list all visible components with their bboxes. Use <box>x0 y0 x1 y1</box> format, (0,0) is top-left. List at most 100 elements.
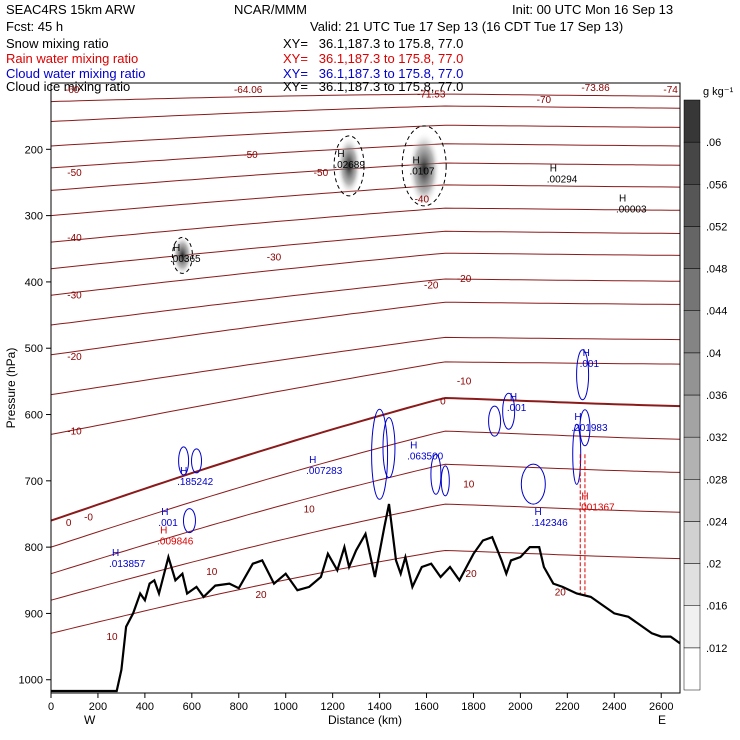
west-label: W <box>84 713 96 727</box>
maximum-marker: H <box>112 548 119 559</box>
y-tick-label: 700 <box>25 476 43 488</box>
temperature-labels: -74 -73.86 -71.53 -64.06 -70 -60 -50 -50 -50 -40 -… <box>65 83 678 643</box>
isotherm <box>50 278 680 326</box>
snow-blob <box>172 235 193 276</box>
colorbar-cell <box>683 352 701 396</box>
isotherm <box>50 336 681 396</box>
snow-shading <box>172 131 441 276</box>
isotherm-label: -40 <box>67 233 82 244</box>
cloud-water-contour <box>579 409 591 447</box>
maximum-marker: H <box>337 149 344 160</box>
org-label: NCAR/MMM <box>234 2 307 17</box>
model-title: SEAC4RS 15km ARW <box>6 2 136 17</box>
y-axis-title: Pressure (hPa) <box>4 348 18 429</box>
maximum-marker: H <box>534 507 541 518</box>
isotherm <box>50 207 681 243</box>
ice-contour <box>171 236 193 274</box>
isotherm-label: 20 <box>555 588 567 599</box>
isotherm-label: 10 <box>463 479 475 490</box>
maximum-label: .001 <box>507 403 527 414</box>
maximum-marker: H <box>160 525 167 536</box>
x-tick-label: 2000 <box>508 701 532 713</box>
cloud-water-contour <box>178 446 190 476</box>
rain-contours <box>579 454 586 595</box>
x-tick-label: 0 <box>48 701 54 713</box>
colorbar-tick-label: .048 <box>706 264 727 276</box>
cloud-water-contour <box>520 463 546 505</box>
colorbar-tick-label: .04 <box>706 348 721 360</box>
isotherm-label: -10 <box>67 426 82 437</box>
colorbar-cell <box>683 226 701 269</box>
colorbar-tick-label: .016 <box>706 601 727 613</box>
colorbar-cell <box>683 99 701 143</box>
temperature-isotherms <box>50 93 681 634</box>
y-tick-label: 300 <box>25 211 43 223</box>
x-tick-label: 1400 <box>367 701 391 713</box>
y-axis: 200 300 400 500 600 700 800 900 1000 <box>19 144 51 687</box>
maximum-label: .0107 <box>409 167 434 178</box>
colorbar-tick-label: .056 <box>706 179 727 191</box>
maximum-label: .007283 <box>306 466 343 477</box>
colorbar-cell <box>683 184 701 227</box>
x-tick-label: 1200 <box>320 701 344 713</box>
y-tick-label: 400 <box>25 277 43 289</box>
colorbar-unit: g kg⁻¹ <box>703 86 734 98</box>
colorbar-tick-label: .044 <box>706 306 727 318</box>
colorbar: .012 .016 .02 .024 .028 .032 .036 .04 .044 .048 .0… <box>683 99 727 691</box>
x-tick-label: 2600 <box>649 701 673 713</box>
isotherm <box>50 463 681 575</box>
snow-blob <box>408 131 441 208</box>
y-tick-label: 900 <box>25 608 43 620</box>
maximum-label: .201983 <box>571 423 608 434</box>
maximum-marker: H <box>180 466 187 477</box>
x-tick-label: 200 <box>89 701 107 713</box>
colorbar-tick-label: .024 <box>706 516 727 528</box>
maximum-label: .02689 <box>334 160 365 171</box>
maximum-label: .001 <box>580 359 600 370</box>
valid-time: Valid: 21 UTC Tue 17 Sep 13 (16 CDT Tue … <box>310 19 624 34</box>
ice-contours <box>171 125 447 274</box>
y-tick-label: 800 <box>25 542 43 554</box>
colorbar-cell <box>683 268 701 311</box>
isotherm-label: -71.53 <box>417 90 446 101</box>
cloud-water-contour <box>182 508 196 534</box>
isotherm <box>50 230 681 270</box>
isotherm-label: -20 <box>457 274 472 285</box>
y-tick-label: 1000 <box>19 675 43 687</box>
maximum-marker: H <box>510 392 517 403</box>
maximum-marker: H <box>574 412 581 423</box>
isotherm-label: -30 <box>267 253 282 264</box>
isotherm-label: -0 <box>84 513 93 524</box>
ice-contour <box>333 135 365 197</box>
isotherm-label: 0 <box>66 518 72 529</box>
isotherm-label: -60 <box>65 85 80 96</box>
isotherm-label: -30 <box>67 290 82 301</box>
maximum-marker: H <box>309 455 316 466</box>
plot-frame <box>50 82 681 694</box>
isotherm <box>50 184 681 217</box>
colorbar-cell <box>683 647 701 691</box>
maximum-label: .013857 <box>109 559 146 570</box>
east-label: E <box>658 713 666 727</box>
x-axis-title: Distance (km) <box>328 713 402 727</box>
cloud-water-contour <box>191 448 203 474</box>
colorbar-tick-label: .02 <box>706 559 721 571</box>
field-xy-rain: XY= 36.1,187.3 to 175.8, 77.0 <box>283 51 464 66</box>
isotherm-label: -40 <box>415 194 430 205</box>
maximum-marker: H <box>619 193 626 204</box>
isotherm-label: -20 <box>424 281 439 292</box>
cloud-water-contour <box>488 405 502 437</box>
isotherm-label: -10 <box>457 377 472 388</box>
isotherm-label: -50 <box>67 168 82 179</box>
isotherm <box>50 252 681 296</box>
x-tick-label: 800 <box>230 701 248 713</box>
isotherm-label: -73.86 <box>581 83 610 94</box>
isotherm-label: 10 <box>106 632 118 643</box>
maximum-label: .00003 <box>616 204 647 215</box>
isotherm-label: 10 <box>304 505 316 516</box>
maximum-marker: H <box>410 441 417 452</box>
colorbar-cell <box>683 394 701 438</box>
maximum-label: .001 <box>158 518 178 529</box>
isotherm <box>50 301 680 356</box>
